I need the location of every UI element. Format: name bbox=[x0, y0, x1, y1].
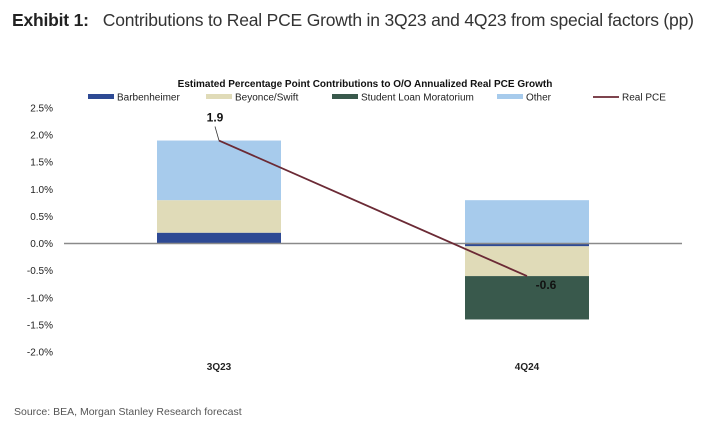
y-tick-label: 0.0% bbox=[30, 239, 53, 250]
y-tick-label: -2.0% bbox=[27, 348, 53, 359]
real-pce-line-group bbox=[218, 139, 528, 277]
legend-swatch bbox=[206, 94, 232, 99]
legend-label: Other bbox=[526, 93, 552, 104]
exhibit-label: Exhibit 1: bbox=[12, 10, 89, 30]
chart-title: Estimated Percentage Point Contributions… bbox=[178, 79, 553, 90]
legend-label: Student Loan Moratorium bbox=[361, 93, 474, 104]
bar-other-3q23 bbox=[157, 140, 281, 201]
annotations: 1.9 -0.6 bbox=[207, 111, 557, 293]
real-pce-line bbox=[218, 139, 528, 277]
exhibit-title-text: Contributions to Real PCE Growth in 3Q23… bbox=[102, 10, 694, 30]
y-tick-label: 1.0% bbox=[30, 185, 53, 196]
legend-label: Barbenheimer bbox=[117, 93, 180, 104]
y-tick-label: -1.5% bbox=[27, 320, 53, 331]
legend-swatch bbox=[332, 94, 358, 99]
y-tick-label: 1.5% bbox=[30, 158, 53, 169]
legend-swatch bbox=[497, 94, 523, 99]
data-label: -0.6 bbox=[536, 278, 557, 292]
legend-label: Beyonce/Swift bbox=[235, 93, 299, 104]
bar-beyonce-swift-3q23 bbox=[157, 200, 281, 233]
y-tick-label: 2.5% bbox=[30, 104, 53, 115]
bar-other-4q24 bbox=[465, 200, 589, 244]
y-axis: 2.5% 2.0% 1.5% 1.0% 0.5% 0.0% -0.5% -1.0% -1.5% -… bbox=[27, 104, 53, 359]
x-axis: 3Q23 4Q24 bbox=[207, 362, 540, 373]
y-tick-label: 0.5% bbox=[30, 212, 53, 223]
bar-barbenheimer-4q24 bbox=[465, 243, 589, 247]
y-tick-label: -1.0% bbox=[27, 293, 53, 304]
bar-beyonce-swift-4q24 bbox=[465, 246, 589, 277]
y-tick-label: 2.0% bbox=[30, 131, 53, 142]
y-tick-label: -0.5% bbox=[27, 266, 53, 277]
bar-barbenheimer-3q23 bbox=[157, 232, 281, 244]
data-label: 1.9 bbox=[207, 111, 224, 125]
bar-student-loan-moratorium-4q24 bbox=[465, 276, 589, 320]
x-tick-label: 3Q23 bbox=[207, 362, 232, 373]
exhibit-title: Exhibit 1: Contributions to Real PCE Grow… bbox=[12, 6, 702, 34]
legend: Barbenheimer Beyonce/Swift Student Loan Mo… bbox=[88, 93, 666, 104]
data-label-leader bbox=[214, 126, 220, 141]
legend-swatch bbox=[88, 94, 114, 99]
source-note: Source: BEA, Morgan Stanley Research for… bbox=[14, 406, 242, 418]
bars bbox=[157, 140, 589, 320]
x-tick-label: 4Q24 bbox=[515, 362, 540, 373]
legend-label: Real PCE bbox=[622, 93, 666, 104]
